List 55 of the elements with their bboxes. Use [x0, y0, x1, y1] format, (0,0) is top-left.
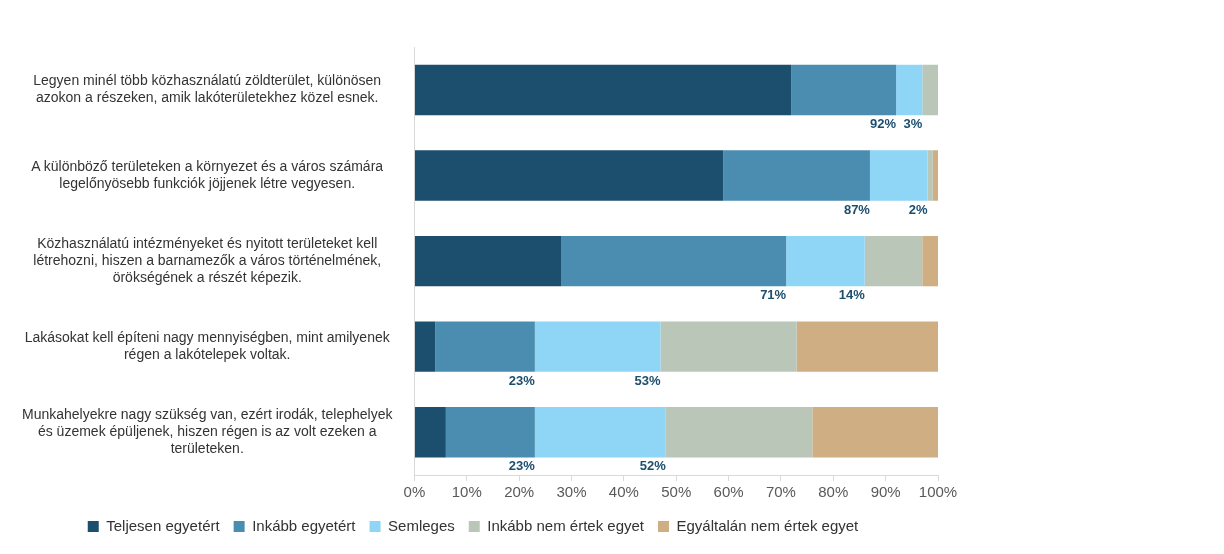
- legend-label: Semleges: [388, 516, 455, 534]
- x-tick-label: 20%: [504, 483, 535, 501]
- annotation: 2%: [908, 201, 928, 217]
- y-tick-label: Közhasználatú intézményeket és nyitott területeket kell létrehozni, hiszen a barnamezők a város történelmének, örökségének a részét képezik.: [33, 235, 382, 285]
- legend-label: Inkább egyetért: [252, 516, 357, 534]
- annotation: 3%: [903, 116, 923, 132]
- bar: [665, 407, 813, 458]
- x-tick-label: 100%: [918, 483, 958, 501]
- legend-label: Egyáltalán nem értek egyet: [676, 516, 860, 534]
- x-tick-label: 50%: [661, 483, 692, 501]
- bar: [414, 407, 446, 458]
- legend-label: Inkább nem értek egyet: [487, 516, 645, 534]
- bar: [534, 321, 661, 372]
- bar: [414, 321, 436, 372]
- annotation: 14%: [838, 287, 866, 303]
- x-tick-label: 60%: [713, 483, 744, 501]
- legend-label: Teljesen egyetért: [106, 516, 221, 534]
- bar: [534, 407, 666, 458]
- bar: [922, 64, 938, 116]
- annotation: 71%: [760, 287, 787, 303]
- y-tick-label: Lakásokat kell építeni nagy mennyiségben, mint amilyenek régen a lakótelepek voltak.: [24, 329, 391, 362]
- annotation: 23%: [508, 458, 536, 474]
- x-tick-label: 80%: [818, 483, 849, 501]
- bar: [791, 64, 897, 116]
- annotation: 87%: [843, 201, 871, 217]
- y-tick-label: Legyen minél több közhasználatú zöldterület, különösen azokon a részeken, amik lakóterületekhez közel esnek.: [33, 72, 382, 106]
- bar: [896, 64, 923, 116]
- bar: [414, 64, 792, 116]
- bar: [445, 407, 535, 458]
- bar: [414, 235, 562, 287]
- annotation: 52%: [639, 458, 667, 474]
- x-tick-label: 90%: [870, 483, 901, 501]
- bar: [869, 150, 928, 201]
- y-tick-label: A különböző területeken a környezet és a város számára legelőnyösebb funkciók jöjjenek létre vegyesen.: [31, 158, 384, 191]
- bar: [922, 235, 938, 287]
- annotation: 53%: [634, 372, 661, 388]
- bar: [561, 235, 787, 287]
- bar: [864, 235, 923, 287]
- bar: [660, 321, 797, 372]
- bar: [927, 150, 933, 201]
- bar: [932, 150, 938, 201]
- x-tick-label: 70%: [765, 483, 796, 501]
- bar: [435, 321, 535, 372]
- annotation: 23%: [508, 372, 536, 388]
- y-tick-label: Munkahelyekre nagy szükség van, ezért irodák, telephelyek és üzemek épüljenek, hiszen régen is az volt ezeken a területeken.: [21, 406, 394, 456]
- x-tick-label: 0%: [403, 483, 426, 501]
- x-tick-label: 10%: [451, 483, 482, 501]
- bar: [786, 235, 865, 287]
- bar: [796, 321, 938, 372]
- bar: [723, 150, 870, 201]
- x-tick-label: 30%: [556, 483, 587, 501]
- bar: [812, 407, 938, 458]
- bar: [414, 150, 724, 201]
- annotation: 92%: [870, 116, 897, 132]
- x-tick-label: 40%: [608, 483, 639, 501]
